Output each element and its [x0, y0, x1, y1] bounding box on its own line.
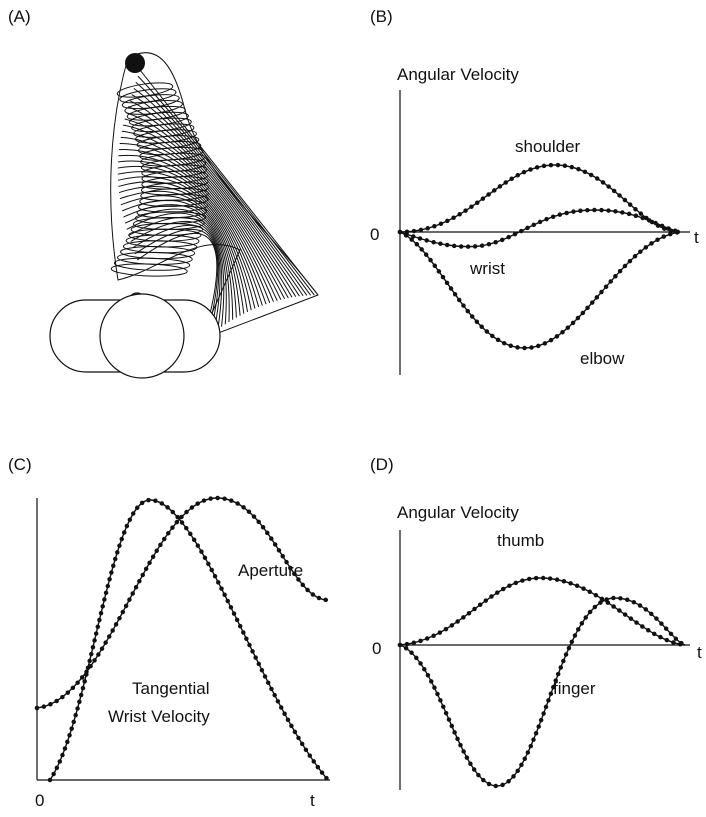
- panel-label: (A): [8, 7, 31, 26]
- panel-label: (D): [370, 455, 394, 474]
- curve-dots: [400, 578, 685, 645]
- panel-label: (B): [370, 7, 393, 26]
- curve-label: finger: [553, 679, 596, 698]
- head: [100, 294, 184, 378]
- curve-label: shoulder: [515, 137, 581, 156]
- curve-label: thumb: [497, 531, 544, 550]
- origin-label: 0: [370, 225, 379, 244]
- curve-line: [50, 500, 328, 780]
- curve-dots: [50, 500, 328, 780]
- curve: [50, 500, 328, 780]
- origin-label: 0: [35, 791, 44, 810]
- axis-title: Angular Velocity: [397, 503, 519, 522]
- curve: [400, 578, 685, 645]
- curve: [400, 232, 680, 348]
- curve-dots: [400, 232, 680, 348]
- curve-dots: [37, 498, 328, 708]
- curve-line: [400, 578, 685, 645]
- axis-title: Angular Velocity: [397, 65, 519, 84]
- t-label: t: [694, 228, 699, 247]
- target: [125, 53, 145, 73]
- origin-label: 0: [372, 639, 381, 658]
- curve-label: Tangential: [132, 679, 210, 698]
- t-label: t: [697, 643, 702, 662]
- curve-label: elbow: [580, 349, 625, 368]
- curve-line: [400, 232, 680, 348]
- figure: (A) (B) (C) (D) Angular Velocity 0 t sho…: [0, 0, 706, 817]
- curve: [37, 498, 328, 708]
- curve-label: Wrist Velocity: [108, 707, 210, 726]
- curve-dots: [400, 210, 680, 247]
- curve-label: Aperture: [238, 561, 303, 580]
- panel-label: (C): [8, 455, 32, 474]
- curve: [400, 210, 680, 247]
- t-label: t: [310, 791, 315, 810]
- curve-label: wrist: [469, 259, 505, 278]
